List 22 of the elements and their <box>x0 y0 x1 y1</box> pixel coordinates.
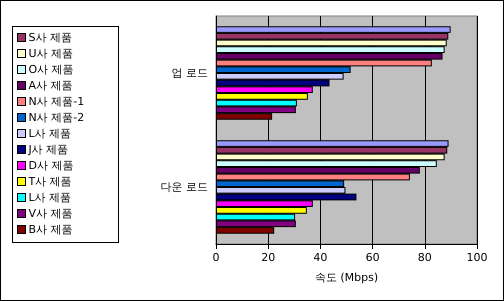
legend-label: N사 제품-2 <box>28 111 84 124</box>
legend-label: T사 제품 <box>28 175 72 188</box>
x-tick-label: 0 <box>212 251 220 264</box>
legend-label: A사 제품 <box>28 79 73 92</box>
x-tick-label: 100 <box>466 251 488 264</box>
legend-label: O사 제품 <box>28 63 74 76</box>
legend-label: J사 제품 <box>28 143 68 156</box>
x-tick-label: 20 <box>261 251 276 264</box>
y-tick-label: 업 로드 <box>172 66 208 80</box>
x-tick-label: 80 <box>418 251 432 264</box>
legend-label: L사 제품 <box>28 191 72 204</box>
x-tick-label: 60 <box>366 251 380 264</box>
legend-label: V사 제품 <box>28 207 73 220</box>
legend-label: B사 제품 <box>28 223 73 236</box>
y-tick-label: 다운 로드 <box>160 180 208 194</box>
x-axis-title: 속도 (Mbps) <box>314 271 378 284</box>
legend-label: S사 제품 <box>28 31 72 44</box>
legend-label: N사 제품-1 <box>28 95 84 108</box>
x-tick-label: 40 <box>313 251 328 264</box>
legend-label: L사 제품 <box>28 127 72 140</box>
legend-label: U사 제품 <box>28 47 74 60</box>
legend-label: D사 제품 <box>28 159 74 172</box>
